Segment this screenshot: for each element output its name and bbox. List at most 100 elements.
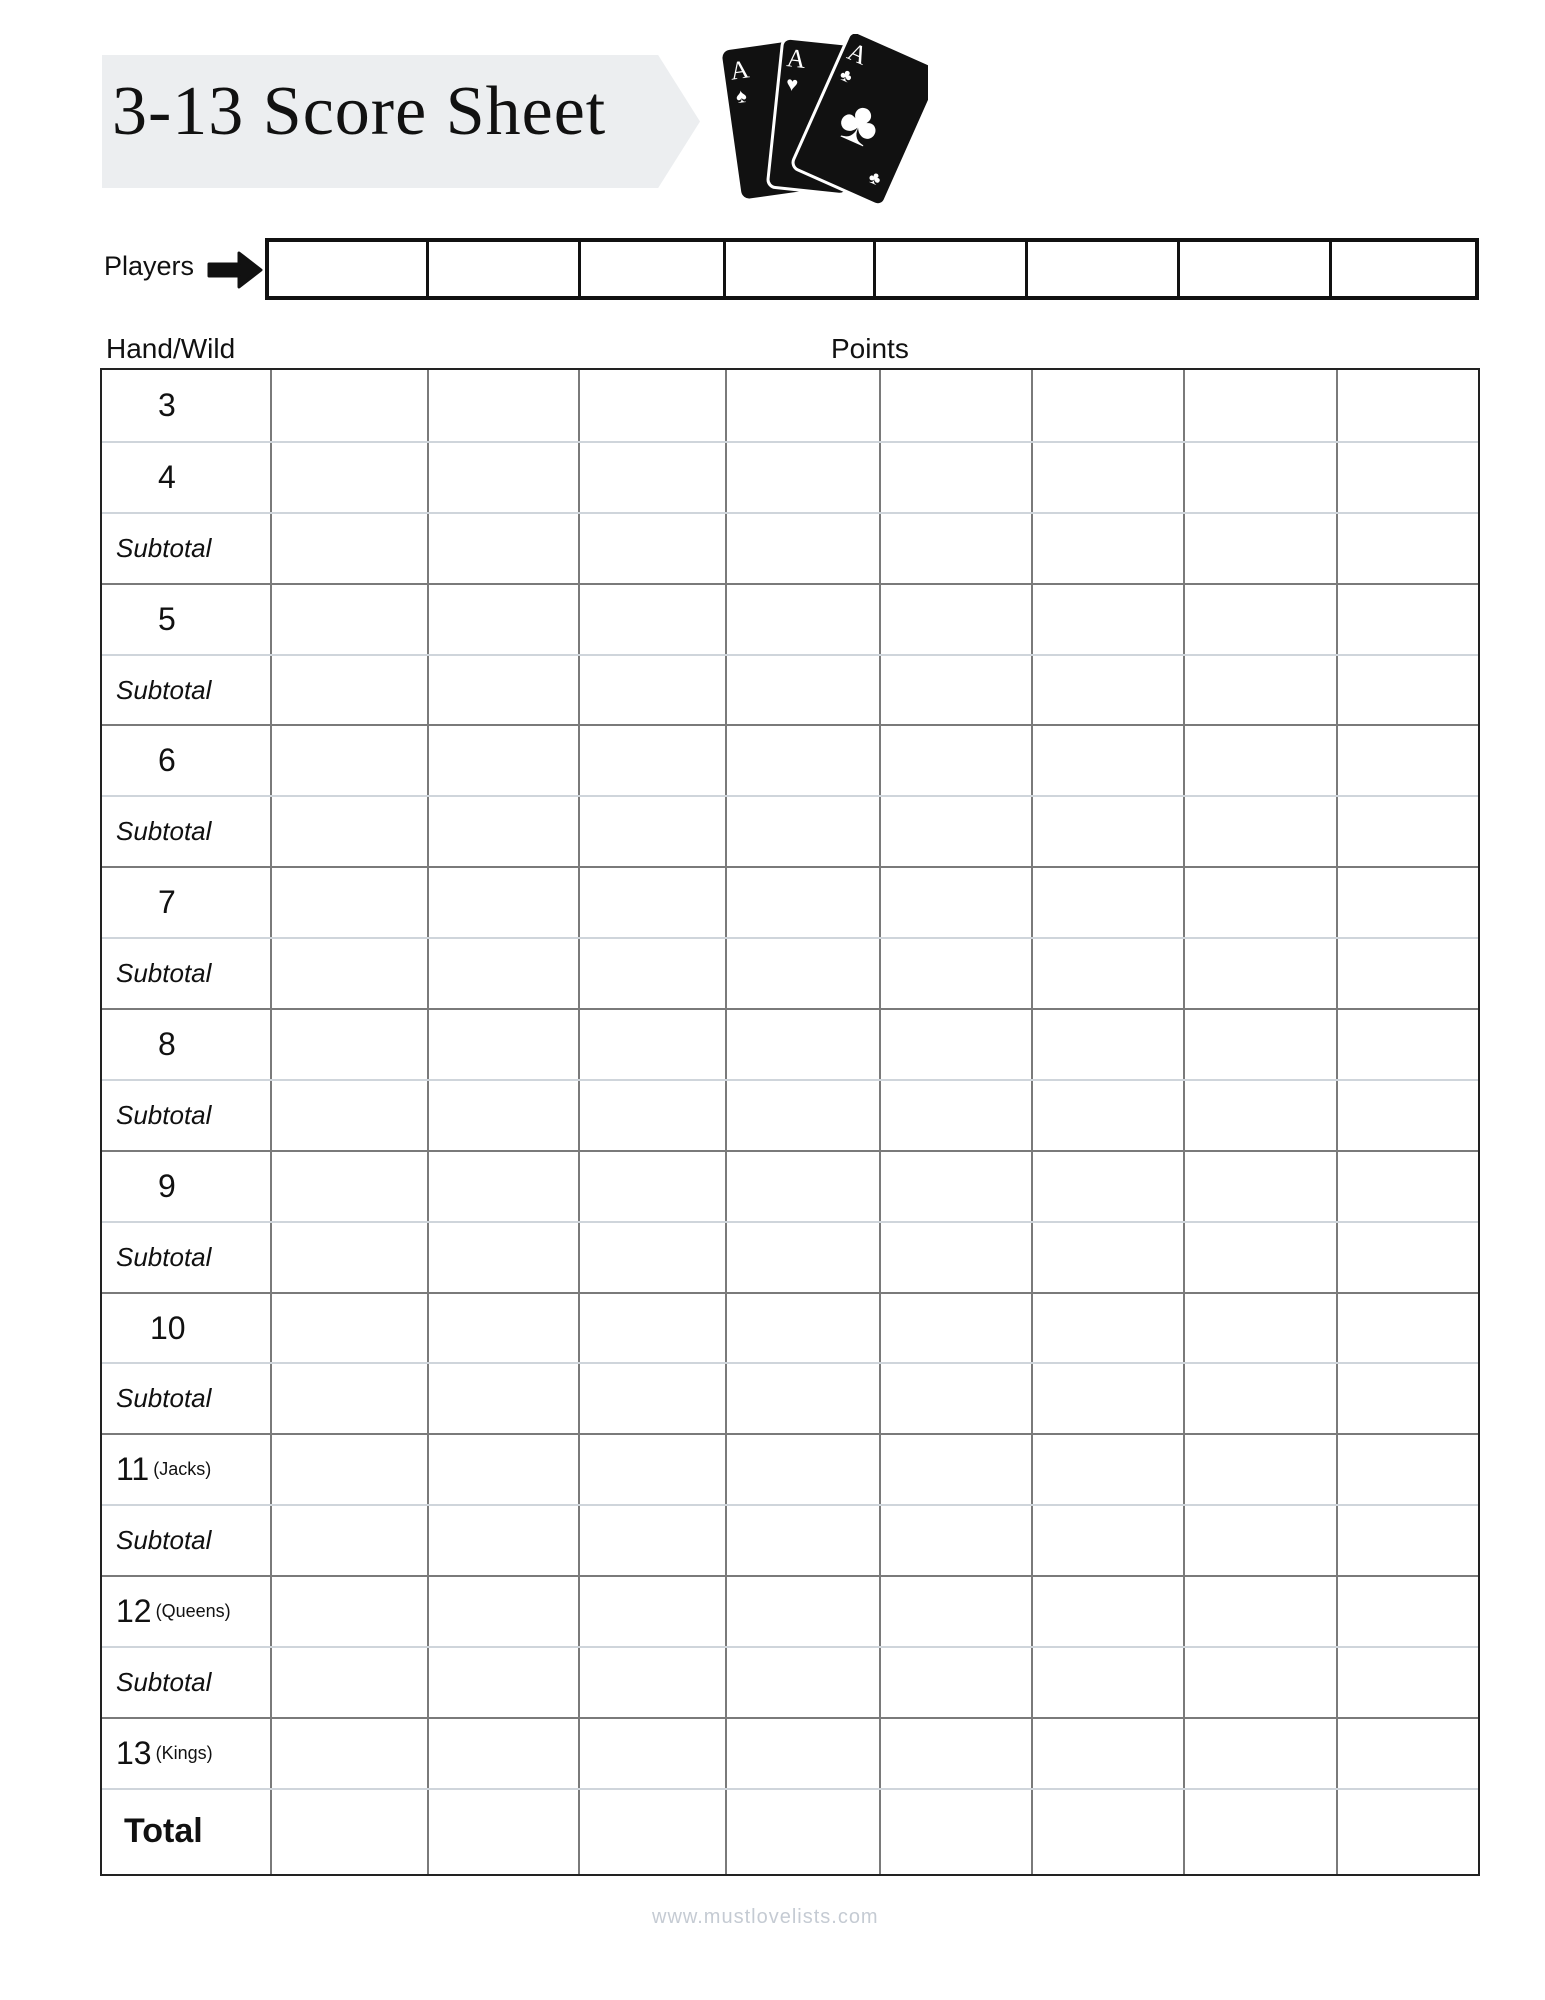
player-name-field[interactable] <box>1332 242 1475 296</box>
score-cell[interactable] <box>1031 1506 1183 1576</box>
score-cell[interactable] <box>1336 1648 1478 1717</box>
score-cell[interactable] <box>578 797 725 867</box>
score-cell[interactable] <box>725 1293 879 1363</box>
score-cell[interactable] <box>578 1435 725 1505</box>
score-cell[interactable] <box>879 939 1031 1009</box>
score-cell[interactable] <box>879 370 1031 441</box>
score-cell[interactable] <box>879 726 1031 796</box>
score-cell[interactable] <box>578 1222 725 1292</box>
score-cell[interactable] <box>270 1010 427 1079</box>
score-cell[interactable] <box>427 1080 578 1150</box>
score-cell[interactable] <box>1336 797 1478 867</box>
score-cell[interactable] <box>578 442 725 512</box>
score-cell[interactable] <box>578 1718 725 1788</box>
score-cell[interactable] <box>1031 655 1183 725</box>
score-cell[interactable] <box>578 584 725 654</box>
score-cell[interactable] <box>879 1080 1031 1150</box>
player-name-field[interactable] <box>1028 242 1180 296</box>
score-cell[interactable] <box>427 655 578 725</box>
score-cell[interactable] <box>427 1364 578 1434</box>
score-cell[interactable] <box>1336 1151 1478 1221</box>
score-cell[interactable] <box>1183 939 1336 1009</box>
score-cell[interactable] <box>879 584 1031 654</box>
score-cell[interactable] <box>578 1293 725 1363</box>
score-cell[interactable] <box>1183 370 1336 441</box>
score-cell[interactable] <box>1031 868 1183 938</box>
score-cell[interactable] <box>879 868 1031 938</box>
score-cell[interactable] <box>427 442 578 512</box>
score-cell[interactable] <box>1336 1577 1478 1647</box>
player-name-field[interactable] <box>429 242 581 296</box>
score-cell[interactable] <box>725 1506 879 1576</box>
score-cell[interactable] <box>427 513 578 583</box>
score-cell[interactable] <box>578 1789 725 1874</box>
score-cell[interactable] <box>1031 1293 1183 1363</box>
score-cell[interactable] <box>1031 1648 1183 1717</box>
score-cell[interactable] <box>578 370 725 441</box>
score-cell[interactable] <box>1183 1010 1336 1079</box>
score-cell[interactable] <box>427 939 578 1009</box>
score-cell[interactable] <box>578 655 725 725</box>
score-cell[interactable] <box>578 726 725 796</box>
score-cell[interactable] <box>1031 442 1183 512</box>
score-cell[interactable] <box>879 1151 1031 1221</box>
score-cell[interactable] <box>1031 1222 1183 1292</box>
score-cell[interactable] <box>1031 1789 1183 1874</box>
score-cell[interactable] <box>1336 1718 1478 1788</box>
score-cell[interactable] <box>879 1718 1031 1788</box>
score-cell[interactable] <box>1183 797 1336 867</box>
score-cell[interactable] <box>270 1080 427 1150</box>
score-cell[interactable] <box>1183 1222 1336 1292</box>
score-cell[interactable] <box>725 726 879 796</box>
score-cell[interactable] <box>578 1364 725 1434</box>
score-cell[interactable] <box>270 1506 427 1576</box>
score-cell[interactable] <box>270 1222 427 1292</box>
score-cell[interactable] <box>1183 1577 1336 1647</box>
player-name-field[interactable] <box>726 242 876 296</box>
score-cell[interactable] <box>1183 442 1336 512</box>
score-cell[interactable] <box>725 370 879 441</box>
score-cell[interactable] <box>1336 442 1478 512</box>
score-cell[interactable] <box>1183 1364 1336 1434</box>
score-cell[interactable] <box>1031 797 1183 867</box>
score-cell[interactable] <box>1336 1435 1478 1505</box>
score-cell[interactable] <box>879 1648 1031 1717</box>
score-cell[interactable] <box>578 1506 725 1576</box>
score-cell[interactable] <box>270 584 427 654</box>
score-cell[interactable] <box>725 1010 879 1079</box>
score-cell[interactable] <box>725 1222 879 1292</box>
score-cell[interactable] <box>427 1506 578 1576</box>
score-cell[interactable] <box>270 1648 427 1717</box>
score-cell[interactable] <box>1183 868 1336 938</box>
score-cell[interactable] <box>725 1718 879 1788</box>
score-cell[interactable] <box>1031 1435 1183 1505</box>
score-cell[interactable] <box>725 939 879 1009</box>
score-cell[interactable] <box>427 1293 578 1363</box>
score-cell[interactable] <box>427 1577 578 1647</box>
score-cell[interactable] <box>270 370 427 441</box>
score-cell[interactable] <box>1031 1010 1183 1079</box>
score-cell[interactable] <box>427 797 578 867</box>
score-cell[interactable] <box>1183 513 1336 583</box>
score-cell[interactable] <box>725 513 879 583</box>
score-cell[interactable] <box>1031 370 1183 441</box>
score-cell[interactable] <box>879 513 1031 583</box>
score-cell[interactable] <box>270 1577 427 1647</box>
score-cell[interactable] <box>879 655 1031 725</box>
score-cell[interactable] <box>427 1435 578 1505</box>
score-cell[interactable] <box>1336 513 1478 583</box>
score-cell[interactable] <box>1183 726 1336 796</box>
score-cell[interactable] <box>725 442 879 512</box>
score-cell[interactable] <box>879 1789 1031 1874</box>
score-cell[interactable] <box>1336 370 1478 441</box>
score-cell[interactable] <box>578 1577 725 1647</box>
score-cell[interactable] <box>427 1789 578 1874</box>
score-cell[interactable] <box>879 1364 1031 1434</box>
score-cell[interactable] <box>1183 655 1336 725</box>
score-cell[interactable] <box>1336 1080 1478 1150</box>
score-cell[interactable] <box>270 1435 427 1505</box>
score-cell[interactable] <box>879 1293 1031 1363</box>
score-cell[interactable] <box>427 1010 578 1079</box>
score-cell[interactable] <box>725 1435 879 1505</box>
score-cell[interactable] <box>1336 1789 1478 1874</box>
